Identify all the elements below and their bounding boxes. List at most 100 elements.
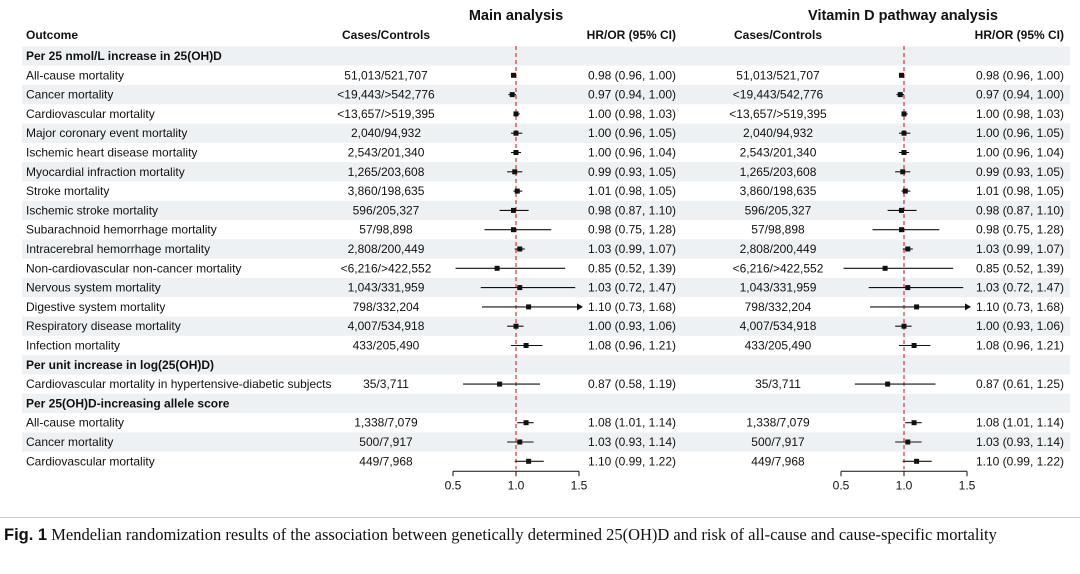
main-point-estimate <box>510 72 516 78</box>
main-cases-controls: <19,443/>542,776 <box>337 88 435 102</box>
outcome-label: Cancer mortality <box>26 88 113 102</box>
main-point-estimate <box>517 246 523 252</box>
main-hr-ci: 0.87 (0.58, 1.19) <box>588 377 676 391</box>
main-point-estimate <box>513 323 519 329</box>
vitd-cases-controls: <13,657/>519,395 <box>729 107 827 121</box>
vitd-point-estimate <box>905 439 911 445</box>
row-band <box>22 162 1070 182</box>
main-cases-controls: 1,043/331,959 <box>348 281 425 295</box>
vitd-point-estimate <box>901 150 907 155</box>
main-point-estimate <box>512 169 518 175</box>
vitd-point-estimate <box>885 381 891 387</box>
main-cases-controls: 4,007/534,918 <box>348 319 425 333</box>
section-header: Per 25(OH)D-increasing allele score <box>26 396 230 410</box>
outcome-label: Nervous system mortality <box>26 281 161 295</box>
vitd-cases-controls: 1,043/331,959 <box>740 281 817 295</box>
vitd-hr-ci: 1.10 (0.99, 1.22) <box>976 454 1064 468</box>
main-cases-controls: 449/7,968 <box>359 454 413 468</box>
main-axis-tick-label: 0.5 <box>445 478 462 492</box>
vitd-cases-controls: 500/7,917 <box>751 435 805 449</box>
vitd-cases-controls: <19,443/542,776 <box>733 88 824 102</box>
vitd-point-estimate <box>898 72 904 78</box>
vitd-hr-ci: 1.00 (0.96, 1.04) <box>976 146 1064 160</box>
vitd-point-estimate <box>905 246 911 252</box>
vitd-hr-ci: 0.98 (0.96, 1.00) <box>976 68 1064 82</box>
main-cases-controls: 433/205,490 <box>353 339 420 353</box>
main-hr-ci: 1.10 (0.73, 1.68) <box>588 300 676 314</box>
outcome-label: Infection mortality <box>26 339 120 353</box>
main-cases-controls: 500/7,917 <box>359 435 413 449</box>
vitd-hr-ci: 1.00 (0.98, 1.03) <box>976 107 1064 121</box>
main-hr-ci: 0.98 (0.75, 1.28) <box>588 223 676 237</box>
vitd-cases-header: Cases/Controls <box>734 28 822 42</box>
vitd-cases-controls: 57/98,898 <box>751 223 805 237</box>
outcome-label: Stroke mortality <box>26 184 109 198</box>
row-band <box>22 239 1070 259</box>
vitd-point-estimate <box>882 265 888 271</box>
vitd-cases-controls: 2,543/201,340 <box>740 146 817 160</box>
main-ci-arrow <box>577 303 583 311</box>
main-point-estimate <box>509 92 515 98</box>
main-panel-title: Main analysis <box>469 8 563 24</box>
main-hr-ci: 0.98 (0.96, 1.00) <box>588 68 676 82</box>
main-cases-controls: <13,657/>519,395 <box>337 107 435 121</box>
main-hr-header: HR/OR (95% CI) <box>587 28 676 42</box>
row-band <box>22 46 1070 66</box>
vitd-point-estimate <box>898 207 904 213</box>
forest-rows: Per 25 nmol/L increase in 25(OH)D All-cau… <box>26 49 1064 468</box>
outcome-label: Intracerebral hemorrhage mortality <box>26 242 210 256</box>
main-point-estimate <box>497 381 503 387</box>
vitd-cases-controls: 449/7,968 <box>751 454 805 468</box>
vitd-cases-controls: <6,216/>422,552 <box>733 261 824 275</box>
main-cases-controls: 596/205,327 <box>353 203 420 217</box>
row-band <box>22 84 1070 105</box>
row-band <box>22 316 1070 336</box>
outcome-label: Cardiovascular mortality in hypertensive… <box>26 377 331 391</box>
main-axis-tick-label: 1.0 <box>508 478 525 492</box>
reference-lines <box>515 46 905 470</box>
vitd-cases-controls: 2,040/94,932 <box>743 126 813 140</box>
vitd-panel-title: Vitamin D pathway analysis <box>808 8 998 24</box>
main-cases-controls: 51,013/521,707 <box>344 68 428 82</box>
outcome-label: Myocardial infraction mortality <box>26 165 185 179</box>
caption-text: Mendelian randomization results of the a… <box>51 525 997 544</box>
main-point-estimate <box>510 227 516 233</box>
main-hr-ci: 1.00 (0.93, 1.06) <box>588 319 676 333</box>
main-hr-ci: 1.03 (0.72, 1.47) <box>588 281 676 295</box>
vitd-cases-controls: 1,338/7,079 <box>746 416 810 430</box>
vitd-cases-controls: 4,007/534,918 <box>740 319 817 333</box>
x-axes: 0.5 1.0 1.5 0.5 1.0 1.5 <box>445 470 976 492</box>
vitd-axis-tick-label: 0.5 <box>833 478 850 492</box>
main-axis-tick-label: 1.5 <box>571 478 588 492</box>
vitd-cases-controls: 3,860/198,635 <box>740 184 817 198</box>
vitd-hr-ci: 1.03 (0.93, 1.14) <box>976 435 1064 449</box>
main-hr-ci: 0.99 (0.93, 1.05) <box>588 165 676 179</box>
main-point-estimate <box>513 111 519 117</box>
outcome-label: Cancer mortality <box>26 435 113 449</box>
main-cases-controls: 1,338/7,079 <box>354 416 418 430</box>
vitd-ci-arrow <box>965 303 971 311</box>
main-cases-controls: 2,808/200,449 <box>348 242 425 256</box>
vitd-point-estimate <box>900 169 906 175</box>
vitd-point-estimate <box>901 111 907 117</box>
vitd-axis-tick-label: 1.0 <box>896 478 913 492</box>
main-hr-ci: 1.10 (0.99, 1.22) <box>588 454 676 468</box>
vitd-cases-controls: 51,013/521,707 <box>736 68 820 82</box>
main-hr-ci: 1.00 (0.96, 1.05) <box>588 126 676 140</box>
vitd-point-estimate <box>911 343 917 348</box>
main-cases-controls: 2,040/94,932 <box>351 126 421 140</box>
vitd-hr-ci: 1.10 (0.73, 1.68) <box>976 300 1064 314</box>
main-hr-ci: 1.08 (1.01, 1.14) <box>588 416 676 430</box>
vitd-point-estimate <box>901 323 907 329</box>
main-point-estimate <box>494 265 500 271</box>
vitd-hr-ci: 1.00 (0.93, 1.06) <box>976 319 1064 333</box>
main-hr-ci: 1.03 (0.93, 1.14) <box>588 435 676 449</box>
vitd-cases-controls: 798/332,204 <box>745 300 812 314</box>
vitd-hr-ci: 1.08 (0.96, 1.21) <box>976 339 1064 353</box>
vitd-cases-controls: 433/205,490 <box>745 339 812 353</box>
row-band <box>22 123 1070 143</box>
vitd-cases-controls: 596/205,327 <box>745 203 812 217</box>
outcome-label: Cardiovascular mortality <box>26 107 155 121</box>
main-point-estimate <box>526 304 532 310</box>
row-band <box>22 200 1070 221</box>
